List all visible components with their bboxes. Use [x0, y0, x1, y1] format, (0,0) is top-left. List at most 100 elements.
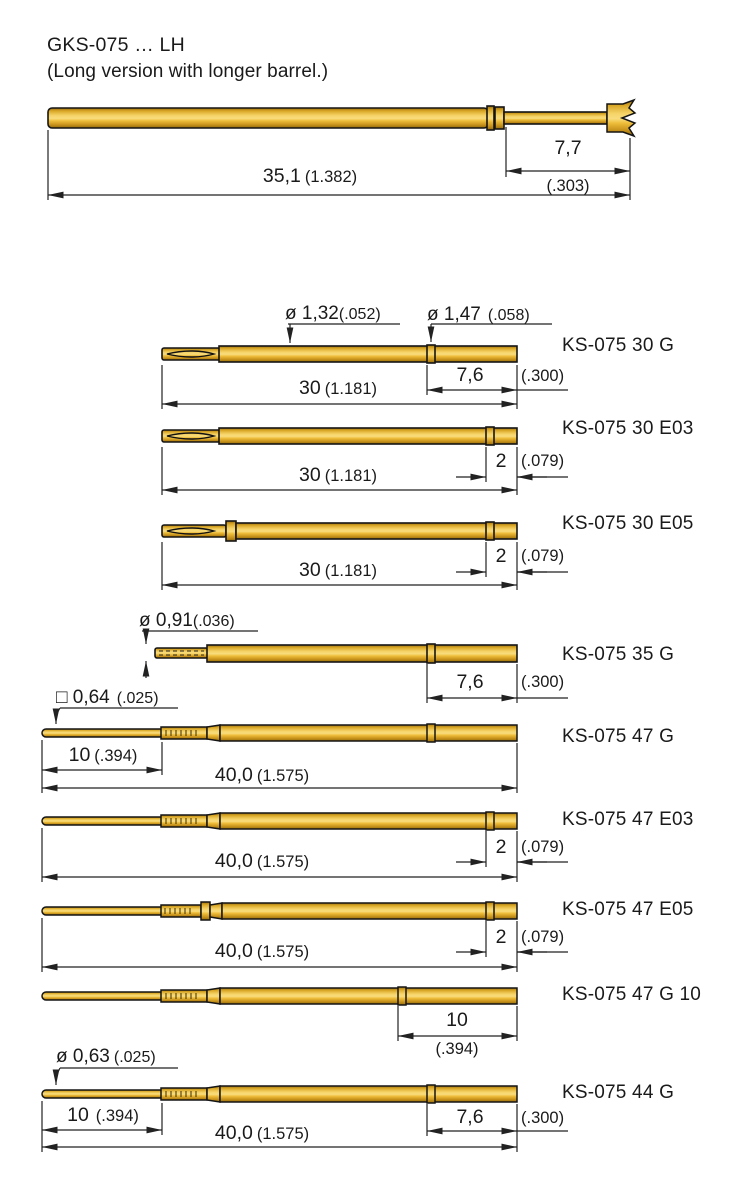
tip-slot: [166, 527, 217, 535]
dim-tip-inch: (.079): [521, 452, 565, 470]
dim-tip-inch: (.300): [521, 367, 565, 385]
dim-tip-inch: (.300): [521, 673, 565, 691]
dim-total: 35,1 (1.382): [263, 165, 357, 187]
variant-label: KS-075 44 G: [562, 1082, 675, 1103]
probe-tip-rod: [154, 647, 209, 659]
probe-barrel: [219, 724, 518, 742]
collar-ring: [426, 1084, 436, 1104]
probe-barrel: [221, 902, 518, 920]
dim-tip-inch: (.303): [546, 177, 590, 195]
callout-arrow: [52, 707, 61, 724]
variant-label: KS-075 47 E05: [562, 899, 694, 920]
variant-label: KS-075 35 G: [562, 644, 675, 665]
dim-total: 30 (1.181): [299, 377, 377, 399]
knurl-ticks: [165, 730, 197, 736]
plunger: [503, 111, 608, 125]
variant-label: KS-075 47 G: [562, 726, 675, 747]
row-ks-075-47-e05: [41, 901, 568, 972]
probe-wire: [41, 991, 165, 1001]
collar-ring: [494, 106, 505, 130]
dim-tip-mm: 2: [495, 545, 507, 567]
dim-total: 40,0 (1.575): [214, 1122, 310, 1144]
dim-total: 30 (1.181): [299, 464, 377, 486]
knurl-section: [160, 726, 208, 740]
taper: [209, 902, 223, 920]
knurl-ticks: [164, 908, 191, 914]
dim-total: 30 (1.181): [299, 559, 377, 581]
probe-barrel: [219, 812, 518, 830]
probe-barrel: [47, 107, 489, 129]
collar-ring: [397, 986, 407, 1006]
taper: [206, 1085, 221, 1103]
row-ks-075-30-g: [161, 323, 568, 409]
collar-ring: [485, 521, 495, 541]
probe-barrel: [218, 427, 518, 445]
callout-arrow: [52, 1067, 61, 1085]
dim-tip-mm: 10: [446, 1009, 468, 1031]
row-ks-075-47-g: [41, 707, 518, 793]
taper: [206, 987, 221, 1005]
collar-ring: [426, 643, 436, 664]
probe-wire: [41, 906, 165, 916]
dim-tip-mm: 2: [495, 926, 507, 948]
probe-barrel: [206, 644, 518, 663]
knurl-section: [160, 814, 208, 828]
collar-ring: [485, 811, 495, 831]
taper: [206, 724, 221, 742]
dim-tip-inch: (.079): [521, 838, 565, 856]
callout-diameter-1: ø 1,32(.052): [285, 303, 381, 324]
row-ks-075-47-g-10: [41, 986, 518, 1041]
collar-ring: [426, 723, 436, 743]
probe-tip-section: [161, 347, 221, 361]
probe-barrel: [219, 987, 518, 1005]
collar-ring: [426, 344, 436, 364]
variant-label: KS-075 47 G 10: [562, 984, 702, 1005]
flange-collar: [200, 901, 211, 921]
collar-ring: [485, 426, 495, 446]
dim-total-inch: (1.382): [304, 168, 358, 186]
row-ks-075-47-e03: [41, 811, 568, 882]
variant-label: KS-075 30 G: [562, 335, 675, 356]
collar-ring: [486, 105, 495, 131]
variant-label: KS-075 47 E03: [562, 809, 694, 830]
row-ks-075-44-g: [41, 1067, 568, 1152]
variant-label: KS-075 30 E03: [562, 418, 694, 439]
knurl-section: [160, 904, 202, 918]
gks-075-lh-dimensions: [47, 127, 631, 200]
tip-slot: [166, 350, 217, 358]
row-ks-075-30-e05: [161, 520, 568, 590]
row-ks-075-35-g: [142, 628, 568, 703]
dim-tip-mm: 7,6: [456, 364, 484, 386]
dim-left: 10 (.394): [68, 744, 138, 766]
row-ks-075-30-e03: [161, 426, 568, 495]
knurl-ticks: [165, 993, 197, 999]
probe-wire: [41, 728, 165, 738]
page-subtitle: (Long version with longer barrel.): [47, 61, 329, 82]
probe-tip-section: [161, 429, 221, 443]
dim-total: 40,0 (1.575): [214, 764, 310, 786]
probe-barrel: [235, 522, 518, 540]
dim-tip-inch: (.300): [521, 1109, 565, 1127]
knurl-section: [160, 989, 208, 1003]
probe-barrel: [219, 1085, 518, 1103]
probe-wire: [41, 1089, 165, 1099]
crown-tip: [606, 98, 637, 138]
callout-diameter-1: ø 0,63 (.025): [56, 1046, 156, 1067]
dim-tip-mm: 7,7: [554, 137, 582, 159]
gks-075-lh-drawing: [47, 98, 637, 138]
knurl-section: [160, 1087, 208, 1101]
taper: [206, 812, 221, 830]
tip-slot: [166, 432, 217, 440]
dim-tip-mm: 7,6: [456, 671, 484, 693]
knurl-ticks: [165, 818, 197, 824]
callout-diameter-2: ø 1,47 (.058): [427, 304, 530, 325]
dim-total-mm: 35,1: [262, 165, 301, 187]
probe-barrel: [218, 345, 518, 363]
dim-tip-inch: (.079): [521, 547, 565, 565]
knurl-ticks: [165, 1091, 197, 1097]
dim-tip-inch: (.079): [521, 928, 565, 946]
collar-ring: [485, 901, 495, 921]
dim-total: 40,0 (1.575): [214, 940, 310, 962]
